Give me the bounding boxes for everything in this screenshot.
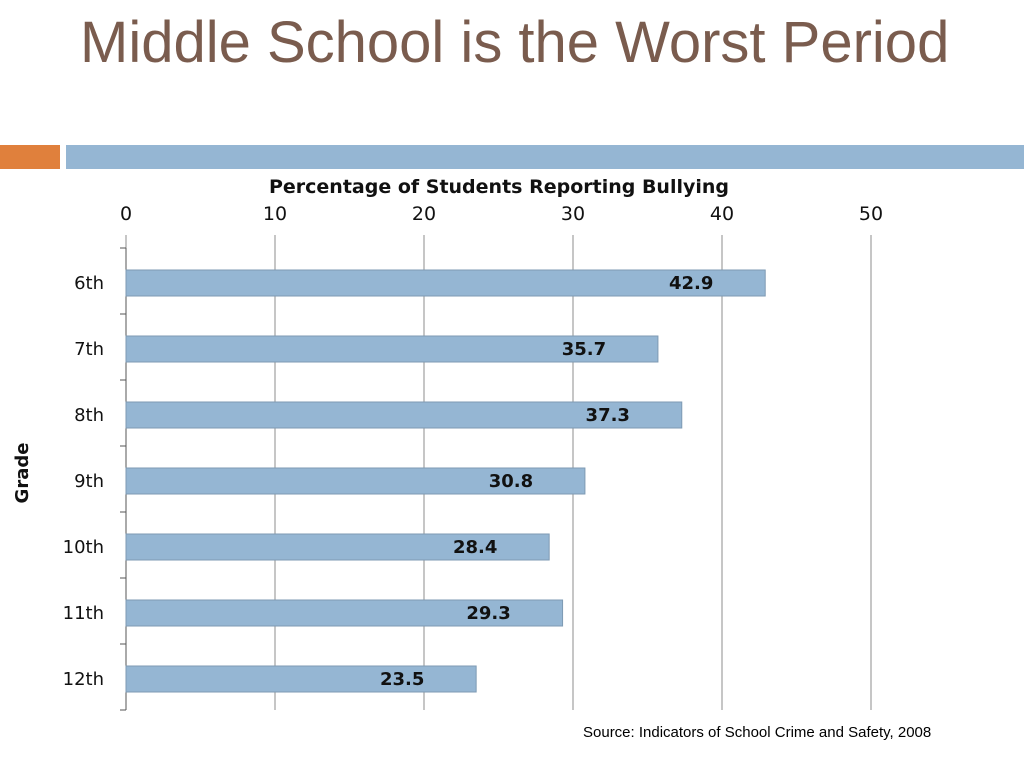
bar — [125, 665, 477, 693]
data-label: 30.8 — [489, 471, 533, 492]
x-tick-label: 40 — [710, 203, 734, 225]
source-note: Source: Indicators of School Crime and S… — [583, 724, 932, 741]
y-tick-label: 10th — [63, 537, 104, 558]
bar — [125, 533, 550, 561]
accent-bar-orange — [0, 145, 60, 169]
data-label: 29.3 — [466, 603, 510, 624]
data-label: 42.9 — [669, 273, 713, 294]
data-label: 23.5 — [380, 669, 424, 690]
x-tick-label: 10 — [263, 203, 287, 225]
data-label: 35.7 — [562, 339, 606, 360]
y-tick-label: 11th — [63, 603, 104, 624]
bar — [125, 335, 659, 363]
y-axis-label: Grade — [12, 443, 33, 504]
x-tick-label: 0 — [120, 203, 132, 225]
bullying-bar-chart: Percentage of Students Reporting Bullyin… — [12, 176, 883, 711]
y-tick-label: 12th — [63, 669, 104, 690]
bar — [125, 269, 766, 297]
x-tick-label: 30 — [561, 203, 585, 225]
slide-title: Middle School is the Worst Period — [80, 10, 950, 75]
y-tick-label: 7th — [74, 339, 104, 360]
x-tick-label: 50 — [859, 203, 883, 225]
y-tick-label: 6th — [74, 273, 104, 294]
data-label: 28.4 — [453, 537, 497, 558]
y-tick-label: 9th — [74, 471, 104, 492]
bar — [125, 599, 564, 627]
x-tick-label: 20 — [412, 203, 436, 225]
data-label: 37.3 — [586, 405, 630, 426]
bar — [125, 467, 586, 495]
chart-title: Percentage of Students Reporting Bullyin… — [269, 176, 729, 198]
y-tick-label: 8th — [74, 405, 104, 426]
bar — [125, 401, 683, 429]
accent-bar-blue — [66, 145, 1024, 169]
